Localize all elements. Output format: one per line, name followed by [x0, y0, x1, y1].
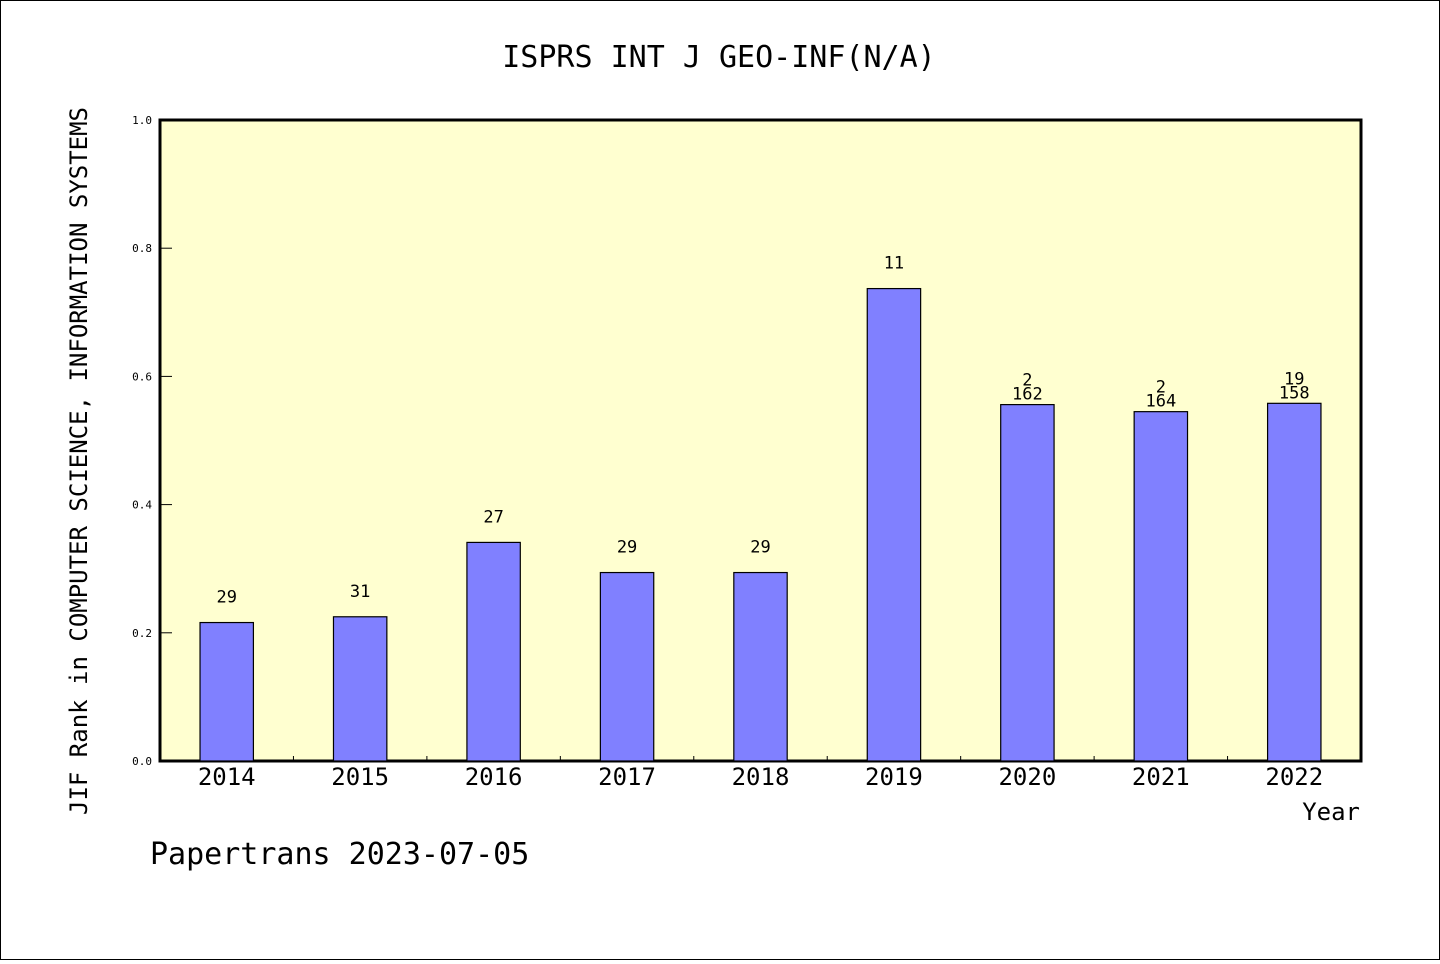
data-label-2014: 29 [216, 588, 236, 608]
y-axis-label: JIF Rank in COMPUTER SCIENCE, INFORMATIO… [65, 107, 93, 815]
bar-2016 [466, 541, 521, 762]
y-tick-label: 0.2 [132, 627, 152, 640]
data-label-2022: 158 [1279, 383, 1310, 403]
data-label-2019: 11 [884, 254, 904, 274]
data-label-2018: 29 [750, 538, 770, 558]
bars [199, 287, 1322, 762]
x-tick-label: 2022 [1265, 763, 1323, 791]
data-label-2021: 164 [1145, 392, 1176, 412]
bar-2019 [866, 287, 922, 762]
x-tick-label: 2020 [998, 763, 1056, 791]
data-label-2017: 29 [617, 538, 637, 558]
bar-2020 [1000, 404, 1055, 762]
x-axis-label: Year [1302, 798, 1360, 826]
bar-2021 [1133, 411, 1189, 762]
chart-title: ISPRS INT J GEO-INF(N/A) [502, 40, 935, 75]
data-label-2020: 162 [1012, 385, 1043, 405]
data-label-2022: 19 [1284, 369, 1304, 389]
bar-2017 [599, 571, 655, 762]
y-axis-ticks: 0.0 0.2 0.4 0.6 0.8 1.0 [132, 114, 172, 768]
x-tick-label: 2016 [465, 763, 523, 791]
y-tick-label: 1.0 [132, 114, 152, 127]
x-tick-label: 2017 [598, 763, 656, 791]
bar-2022 [1266, 402, 1322, 762]
bar-2015 [332, 616, 388, 762]
x-tick-label: 2015 [331, 763, 389, 791]
y-tick-label: 0.8 [132, 242, 152, 255]
footer-credit: Papertrans 2023-07-05 [150, 837, 529, 872]
data-label-2016: 27 [483, 507, 503, 527]
data-label-2015: 31 [350, 582, 370, 602]
x-tick-label: 2018 [732, 763, 790, 791]
bar-2018 [733, 571, 788, 762]
x-tick-label: 2021 [1132, 763, 1190, 791]
x-tick-label: 2014 [198, 763, 256, 791]
y-tick-label: 0.4 [132, 499, 152, 512]
data-label-2021: 2 [1156, 378, 1166, 398]
x-tick-label: 2019 [865, 763, 923, 791]
y-tick-label: 0.0 [132, 755, 152, 768]
y-tick-label: 0.6 [132, 370, 152, 383]
bar-2014 [199, 621, 255, 762]
x-axis-ticks: 2014 2015 2016 2017 2018 2019 2020 2021 2022 [198, 756, 1323, 791]
data-label-2020: 2 [1022, 371, 1032, 391]
